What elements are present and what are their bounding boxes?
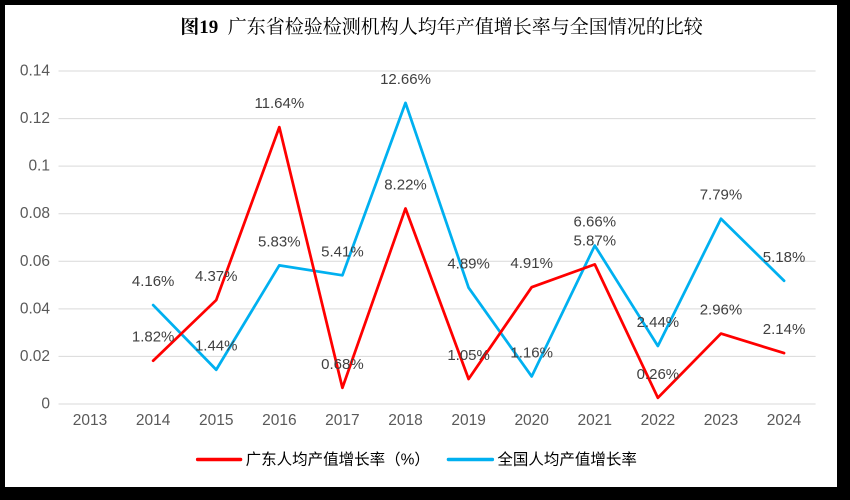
svg-text:2018: 2018 [388,412,422,429]
svg-text:1.05%: 1.05% [447,347,490,364]
svg-text:2015: 2015 [199,412,233,429]
svg-text:全国人均产值增长率: 全国人均产值增长率 [497,451,637,469]
svg-text:4.37%: 4.37% [195,268,238,285]
svg-text:5.18%: 5.18% [763,249,806,266]
svg-text:0.04: 0.04 [20,300,51,317]
svg-text:4.89%: 4.89% [447,256,490,273]
svg-text:8.22%: 8.22% [384,176,427,193]
svg-text:12.66%: 12.66% [380,71,431,88]
svg-text:1.16%: 1.16% [510,344,553,361]
svg-text:0.06: 0.06 [20,253,50,270]
svg-text:0.14: 0.14 [20,63,51,80]
svg-text:4.16%: 4.16% [132,273,175,290]
svg-text:2019: 2019 [451,412,485,429]
svg-text:2013: 2013 [73,412,107,429]
svg-text:1.44%: 1.44% [195,338,238,355]
svg-text:1.82%: 1.82% [132,329,175,346]
svg-text:5.83%: 5.83% [258,233,301,250]
svg-text:5.87%: 5.87% [574,232,617,249]
svg-text:11.64%: 11.64% [254,95,304,112]
svg-text:0.68%: 0.68% [321,356,364,373]
svg-text:2020: 2020 [514,412,549,429]
svg-text:4.91%: 4.91% [510,255,553,272]
svg-text:7.79%: 7.79% [700,187,743,204]
svg-text:2024: 2024 [767,412,802,429]
svg-text:0.1: 0.1 [28,158,50,175]
svg-text:广东人均产值增长率（%）: 广东人均产值增长率（%） [246,451,430,469]
svg-text:0.02: 0.02 [20,348,50,365]
svg-text:2.96%: 2.96% [700,302,743,319]
svg-text:2021: 2021 [578,412,612,429]
svg-text:0.12: 0.12 [20,110,50,127]
svg-text:2023: 2023 [704,412,738,429]
svg-text:2014: 2014 [136,412,171,429]
svg-text:2022: 2022 [641,412,675,429]
svg-text:2.14%: 2.14% [763,321,806,338]
svg-text:0.08: 0.08 [20,205,50,222]
svg-text:2016: 2016 [262,412,296,429]
svg-text:2.44%: 2.44% [637,314,680,331]
svg-text:6.66%: 6.66% [574,214,617,231]
svg-text:2017: 2017 [325,412,359,429]
svg-text:0.26%: 0.26% [637,366,680,383]
svg-text:5.41%: 5.41% [321,243,364,260]
svg-text:0: 0 [41,396,50,413]
